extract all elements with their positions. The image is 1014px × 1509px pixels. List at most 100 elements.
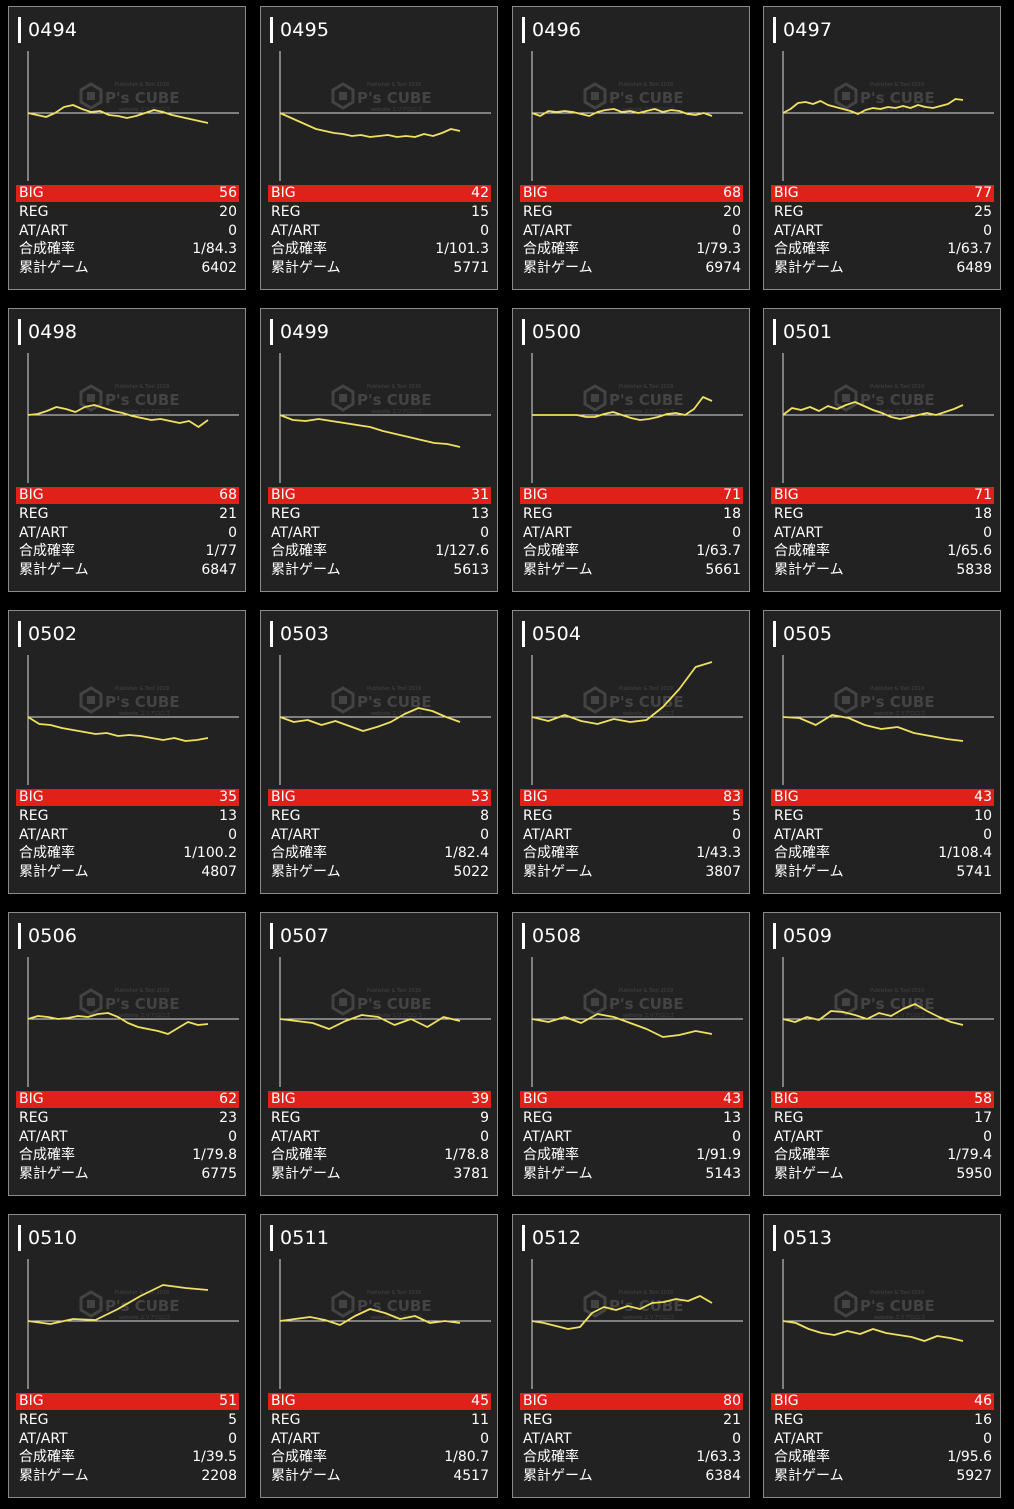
total-games-row-label: 累計ゲーム [523,1165,593,1182]
big-row: BIG 43 [771,789,994,806]
total-games-row: 累計ゲーム 2208 [16,1467,239,1486]
machine-card-0497[interactable]: 0497 Publisher & Tool 2019 P's CUBE website… [763,6,1001,290]
reg-row-label: REG [523,808,553,824]
machine-card-0508[interactable]: 0508 Publisher & Tool 2019 P's CUBE website… [512,912,750,1196]
svg-text:Publisher & Tool 2019: Publisher & Tool 2019 [115,686,169,692]
combined-rate-row-value: 1/78.8 [444,1147,489,1164]
reg-row-label: REG [271,1110,301,1126]
big-row-label: BIG [271,1393,296,1409]
combined-rate-row: 合成確率 1/63.3 [520,1448,743,1467]
big-row-value: 58 [974,1091,992,1107]
svg-text:Publisher & Tool 2019: Publisher & Tool 2019 [619,988,673,994]
machine-card-0507[interactable]: 0507 Publisher & Tool 2019 P's CUBE website… [260,912,498,1196]
big-row-label: BIG [19,487,44,503]
combined-rate-row-value: 1/77 [205,543,237,560]
machine-card-0502[interactable]: 0502 Publisher & Tool 2019 P's CUBE website… [8,610,246,894]
total-games-row-label: 累計ゲーム [19,259,89,276]
at-art-row-label: AT/ART [271,524,320,541]
reg-row: REG 20 [520,203,743,222]
machine-card-0500[interactable]: 0500 Publisher & Tool 2019 P's CUBE website… [512,308,750,592]
at-art-row: AT/ART 0 [771,524,994,543]
svg-text:website エリアロロゴ: website エリアロロゴ [371,710,422,717]
combined-rate-row: 合成確率 1/63.7 [520,542,743,561]
machine-stats: BIG 80 REG 21 AT/ART 0 合成確率 1/63.3 累計ゲーム 6384 [520,1393,743,1485]
at-art-row-label: AT/ART [271,1128,320,1145]
combined-rate-row-label: 合成確率 [523,845,579,862]
combined-rate-row-label: 合成確率 [523,1147,579,1164]
reg-row-value: 11 [471,1412,489,1428]
svg-text:Publisher & Tool 2019: Publisher & Tool 2019 [367,384,421,390]
reg-row-value: 18 [974,506,992,522]
machine-card-0495[interactable]: 0495 Publisher & Tool 2019 P's CUBE website… [260,6,498,290]
machine-card-0498[interactable]: 0498 Publisher & Tool 2019 P's CUBE website… [8,308,246,592]
machine-stats: BIG 35 REG 13 AT/ART 0 合成確率 1/100.2 累計ゲーム 4807 [16,789,239,881]
big-row: BIG 31 [268,487,491,504]
reg-row-label: REG [774,808,804,824]
svg-text:website エリアロロゴ: website エリアロロゴ [874,1012,925,1019]
svg-text:P's CUBE: P's CUBE [609,391,684,409]
svg-text:website エリアロロゴ: website エリアロロゴ [623,1012,674,1019]
reg-row-value: 8 [480,808,489,824]
total-games-row-value: 5661 [705,561,741,578]
machine-card-0505[interactable]: 0505 Publisher & Tool 2019 P's CUBE website… [763,610,1001,894]
svg-text:P's CUBE: P's CUBE [609,995,684,1013]
machine-card-0509[interactable]: 0509 Publisher & Tool 2019 P's CUBE website… [763,912,1001,1196]
machine-card-0494[interactable]: 0494 Publisher & Tool 2019 P's CUBE website… [8,6,246,290]
machine-card-0499[interactable]: 0499 Publisher & Tool 2019 P's CUBE website… [260,308,498,592]
combined-rate-row: 合成確率 1/79.3 [520,240,743,259]
svg-text:P's CUBE: P's CUBE [609,693,684,711]
svg-text:Publisher & Tool 2019: Publisher & Tool 2019 [367,988,421,994]
reg-row-label: REG [774,1412,804,1428]
big-row-value: 80 [723,1393,741,1409]
big-row-label: BIG [19,1091,44,1107]
combined-rate-row-value: 1/63.7 [947,241,992,258]
reg-row-value: 5 [732,808,741,824]
machine-card-0506[interactable]: 0506 Publisher & Tool 2019 P's CUBE website… [8,912,246,1196]
svg-text:P's CUBE: P's CUBE [105,89,180,107]
combined-rate-row-label: 合成確率 [523,543,579,560]
machine-card-0503[interactable]: 0503 Publisher & Tool 2019 P's CUBE website… [260,610,498,894]
total-games-row-label: 累計ゲーム [774,1467,844,1484]
at-art-row-label: AT/ART [271,826,320,843]
machine-card-0510[interactable]: 0510 Publisher & Tool 2019 P's CUBE website… [8,1214,246,1498]
combined-rate-row-label: 合成確率 [774,845,830,862]
machine-card-0513[interactable]: 0513 Publisher & Tool 2019 P's CUBE website… [763,1214,1001,1498]
big-row: BIG 51 [16,1393,239,1410]
machine-card-0511[interactable]: 0511 Publisher & Tool 2019 P's CUBE website… [260,1214,498,1498]
at-art-row-value: 0 [983,1128,992,1145]
total-games-row-label: 累計ゲーム [271,561,341,578]
slump-line [532,396,713,421]
machine-number: 0500 [522,319,581,345]
machine-card-0496[interactable]: 0496 Publisher & Tool 2019 P's CUBE website… [512,6,750,290]
at-art-row-value: 0 [732,222,741,239]
combined-rate-row-value: 1/82.4 [444,845,489,862]
total-games-row: 累計ゲーム 3807 [520,863,743,882]
combined-rate-row-value: 1/63.7 [696,543,741,560]
at-art-row-label: AT/ART [523,1430,572,1447]
big-row-value: 83 [723,789,741,805]
machine-card-0512[interactable]: 0512 Publisher & Tool 2019 P's CUBE website… [512,1214,750,1498]
combined-rate-row-label: 合成確率 [19,1147,75,1164]
combined-rate-row-label: 合成確率 [774,1147,830,1164]
at-art-row-value: 0 [480,524,489,541]
machine-stats: BIG 68 REG 21 AT/ART 0 合成確率 1/77 累計ゲーム 6847 [16,487,239,579]
svg-text:Publisher & Tool 2019: Publisher & Tool 2019 [115,384,169,390]
svg-text:Publisher & Tool 2019: Publisher & Tool 2019 [619,82,673,88]
total-games-row: 累計ゲーム 5741 [771,863,994,882]
combined-rate-row: 合成確率 1/100.2 [16,844,239,863]
reg-row-value: 25 [974,204,992,220]
at-art-row: AT/ART 0 [16,222,239,241]
reg-row: REG 11 [268,1411,491,1430]
reg-row-label: REG [523,1110,553,1126]
machine-card-0501[interactable]: 0501 Publisher & Tool 2019 P's CUBE website… [763,308,1001,592]
reg-row-value: 10 [974,808,992,824]
machine-card-0504[interactable]: 0504 Publisher & Tool 2019 P's CUBE website… [512,610,750,894]
combined-rate-row: 合成確率 1/79.8 [16,1146,239,1165]
total-games-row-value: 6402 [201,259,237,276]
svg-text:Publisher & Tool 2019: Publisher & Tool 2019 [619,1290,673,1296]
at-art-row-value: 0 [480,222,489,239]
